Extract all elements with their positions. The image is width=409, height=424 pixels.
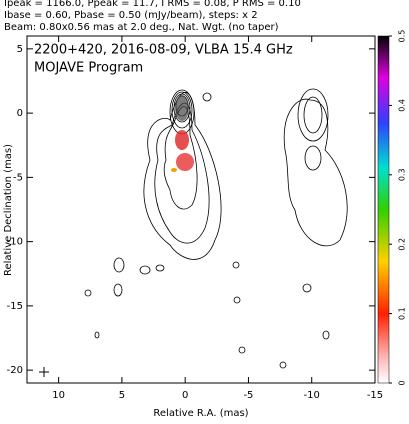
header-line: Beam: 0.80x0.56 mas at 2.0 deg., Nat. Wg… (4, 22, 279, 33)
y-tick-label: 5 (17, 44, 23, 55)
colorbar-tick-label: 0.4 (398, 99, 407, 112)
x-axis-label: Relative R.A. (mas) (153, 408, 248, 419)
y-tick-label: 0 (17, 108, 23, 119)
colorbar-tick-label: 0.5 (398, 30, 407, 43)
x-tick-label: 5 (119, 390, 125, 401)
y-tick-label: -10 (7, 237, 23, 248)
x-tick-label: 0 (182, 390, 188, 401)
y-tick-label: -5 (13, 172, 23, 183)
contours (39, 88, 348, 377)
header-line: Ipeak = 1166.0, Ppeak = 11.7, I RMS = 0.… (4, 0, 301, 9)
colorbar-tick-label: 0.3 (398, 168, 407, 181)
x-tick-label: -15 (367, 390, 383, 401)
y-axis-label: Relative Declination (mas) (3, 144, 14, 276)
plot-subtitle: MOJAVE Program (34, 61, 143, 76)
x-tick-label: -10 (304, 390, 320, 401)
y-tick-label: -20 (7, 365, 23, 376)
colorbar (377, 35, 390, 384)
header-line: Ibase = 0.60, Pbase = 0.50 (mJy/beam), s… (4, 10, 258, 21)
colorbar-tick-label: 0.2 (398, 238, 407, 251)
colorbar-tick-label: 0 (398, 380, 407, 385)
plot-title: 2200+420, 2016-08-09, VLBA 15.4 GHz (34, 43, 293, 58)
x-tick-label: 10 (52, 390, 65, 401)
x-tick-label: -5 (243, 390, 253, 401)
y-tick-label: -15 (7, 301, 23, 312)
colorbar-tick-label: 0.1 (398, 307, 407, 320)
plot-frame (26, 35, 376, 384)
